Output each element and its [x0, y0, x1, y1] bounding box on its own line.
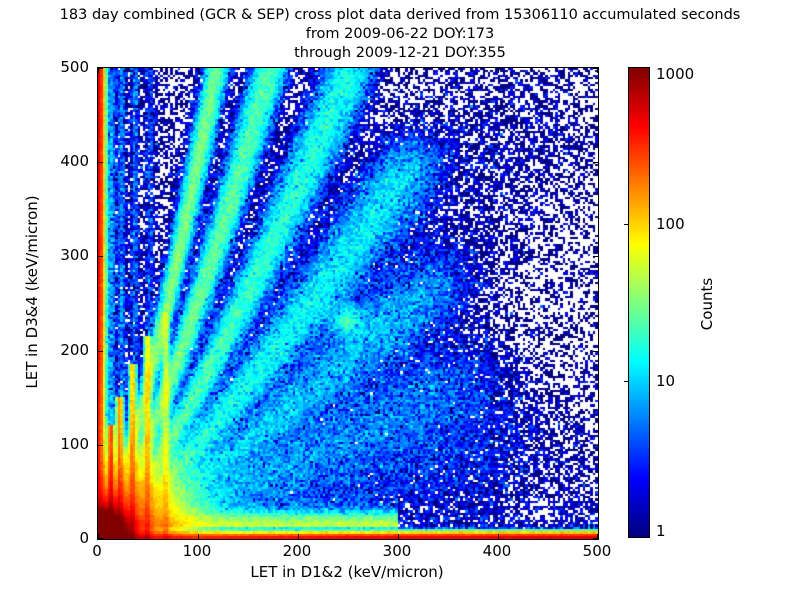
- heatmap-canvas: [98, 68, 598, 539]
- x-tick-mark: [98, 534, 99, 539]
- x-tick-mark: [298, 534, 299, 539]
- y-tick-mark: [593, 162, 598, 164]
- title-line-1: 183 day combined (GCR & SEP) cross plot …: [59, 7, 741, 23]
- colorbar-title: Counts: [698, 277, 716, 331]
- y-tick-mark: [593, 350, 598, 352]
- x-tick-label: 300: [382, 542, 412, 560]
- x-tick-label: 400: [482, 542, 512, 560]
- x-tick-mark: [398, 68, 399, 73]
- y-tick-mark: [98, 444, 103, 446]
- y-tick-mark: [593, 256, 598, 258]
- y-axis-title: LET in D3&4 (keV/micron): [23, 195, 41, 389]
- colorbar-tick-label: 10: [656, 372, 676, 390]
- x-tick-label: 100: [182, 542, 212, 560]
- x-axis-title: LET in D1&2 (keV/micron): [250, 563, 444, 581]
- x-tick-label: 500: [582, 542, 612, 560]
- x-tick-mark: [597, 68, 598, 73]
- y-tick-label: 100: [60, 434, 89, 453]
- y-tick-mark: [98, 162, 103, 164]
- y-tick-mark: [98, 256, 103, 258]
- y-tick-mark: [593, 538, 598, 539]
- x-tick-label: 0: [92, 542, 102, 560]
- y-tick-label: 500: [60, 58, 89, 76]
- colorbar-tick-label: 1000: [656, 65, 695, 83]
- y-tick-label: 300: [60, 246, 89, 265]
- plot-title: 183 day combined (GCR & SEP) cross plot …: [0, 6, 800, 63]
- y-tick-mark: [98, 68, 103, 69]
- colorbar-gradient: [628, 67, 650, 538]
- y-tick-mark: [98, 538, 103, 539]
- x-tick-mark: [498, 534, 499, 539]
- x-tick-mark: [298, 68, 299, 73]
- title-line-2: from 2009-06-22 DOY:173: [305, 26, 495, 42]
- x-tick-mark: [198, 68, 199, 73]
- colorbar-tick-mark: [624, 381, 629, 382]
- y-tick-label: 400: [60, 152, 89, 171]
- y-tick-mark: [98, 350, 103, 352]
- x-tick-mark: [98, 68, 99, 73]
- title-line-3: through 2009-12-21 DOY:355: [294, 45, 506, 61]
- x-tick-mark: [398, 534, 399, 539]
- x-tick-mark: [597, 534, 598, 539]
- colorbar-tick-label: 1: [656, 522, 666, 540]
- plot-axes: [97, 67, 599, 540]
- x-tick-label: 200: [282, 542, 312, 560]
- y-tick-label: 200: [60, 340, 89, 359]
- x-tick-mark: [198, 534, 199, 539]
- y-tick-mark: [593, 68, 598, 69]
- y-tick-label: 0: [79, 529, 89, 547]
- x-tick-mark: [498, 68, 499, 73]
- colorbar: [628, 67, 650, 538]
- colorbar-tick-mark: [624, 224, 629, 225]
- colorbar-tick-label: 100: [656, 215, 685, 233]
- y-tick-mark: [593, 444, 598, 446]
